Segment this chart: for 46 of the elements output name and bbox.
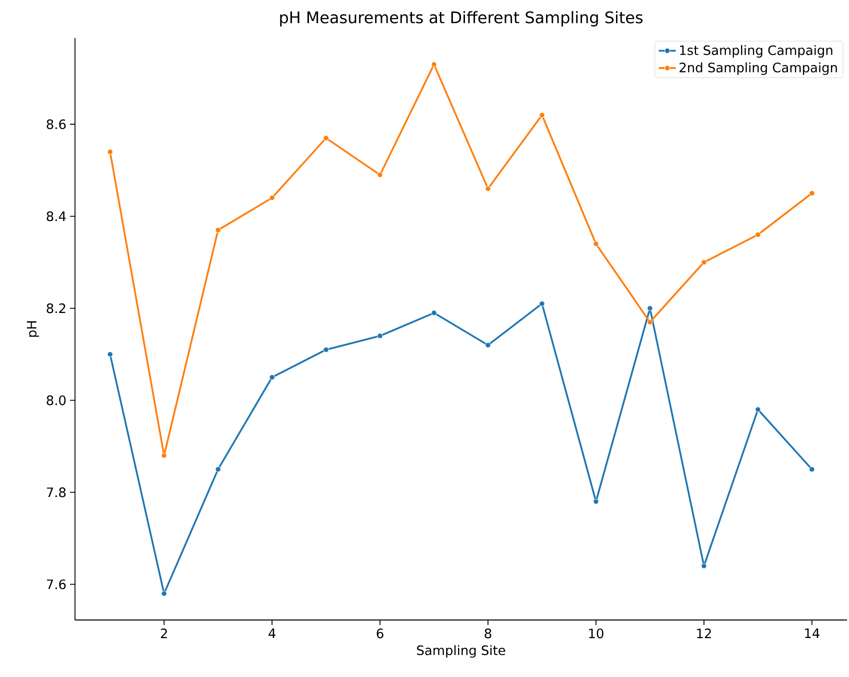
point: [755, 406, 761, 412]
y-tick-label: 8.4: [46, 211, 66, 222]
point: [701, 563, 707, 569]
point: [485, 186, 491, 192]
y-tick-label: 8.0: [46, 395, 66, 406]
x-tick-label: 12: [697, 628, 711, 638]
point: [323, 346, 329, 353]
y-tick-label: 8.6: [46, 119, 66, 130]
point: [431, 62, 437, 68]
point: [647, 319, 653, 325]
point: [215, 227, 221, 233]
point: [593, 241, 599, 247]
point: [377, 172, 383, 178]
point: [161, 452, 167, 458]
chart-title: pH Measurements at Different Sampling Sites: [280, 11, 643, 26]
x-tick-label: 8: [484, 628, 492, 638]
y-tick-label: 7.8: [46, 487, 66, 498]
legend-label: 1st Sampling Campaign: [680, 45, 832, 58]
point: [161, 590, 167, 596]
point: [809, 466, 815, 472]
y-tick-label: 7.6: [46, 579, 66, 590]
point: [539, 112, 545, 118]
x-tick-label: 4: [268, 628, 276, 638]
y-tick-label: 8.2: [46, 303, 66, 314]
point: [269, 374, 275, 380]
point: [107, 149, 113, 155]
x-tick-label: 10: [589, 628, 604, 638]
point: [269, 195, 275, 201]
point: [755, 232, 761, 238]
point: [593, 498, 599, 504]
point: [701, 259, 707, 266]
point: [647, 305, 653, 312]
x-axis-title: Sampling Site: [417, 645, 506, 658]
point: [215, 466, 221, 472]
point: [809, 190, 815, 196]
x-tick-label: 14: [805, 628, 820, 638]
point: [323, 135, 329, 141]
x-tick-label: 2: [160, 628, 167, 638]
point: [431, 310, 437, 316]
point: [377, 333, 383, 339]
point: [485, 342, 491, 348]
x-tick-label: 6: [376, 628, 384, 638]
point: [539, 300, 545, 307]
legend-label: 2nd Sampling Campaign: [680, 62, 837, 75]
point: [107, 351, 113, 358]
y-axis-title: pH: [26, 321, 40, 337]
